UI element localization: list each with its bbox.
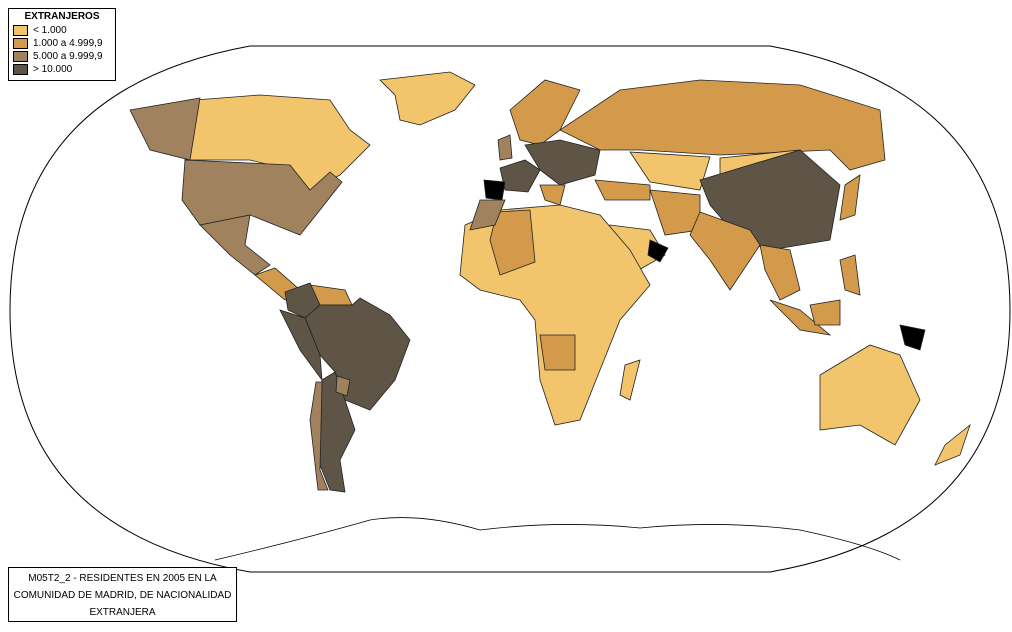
map-outline xyxy=(9,45,1011,573)
country-region xyxy=(483,179,506,201)
country-region xyxy=(524,139,601,186)
country-region xyxy=(539,334,576,371)
legend-item: > 10.000 xyxy=(9,63,115,76)
country-region xyxy=(769,299,832,336)
country-region xyxy=(499,159,541,193)
antarctica xyxy=(214,517,901,561)
country-region xyxy=(469,199,506,231)
country-region xyxy=(934,423,971,466)
legend-swatch xyxy=(13,38,28,49)
legend-item: 1.000 a 4.999,9 xyxy=(9,37,115,50)
country-region xyxy=(279,309,323,382)
country-region xyxy=(899,324,926,351)
country-region xyxy=(839,174,861,221)
country-region xyxy=(629,151,711,191)
country-region xyxy=(689,211,761,291)
legend-swatch xyxy=(13,25,28,36)
caption: M05T2_2 - RESIDENTES EN 2005 EN LA COMUN… xyxy=(8,567,237,622)
country-region xyxy=(304,297,411,411)
legend-label: > 10.000 xyxy=(33,64,73,75)
country-region xyxy=(309,381,329,491)
country-region xyxy=(129,97,201,161)
country-region xyxy=(759,244,801,301)
country-region xyxy=(509,79,581,146)
country-region xyxy=(497,134,513,161)
country-region xyxy=(809,299,841,326)
country-region xyxy=(619,359,641,401)
legend-label: < 1.000 xyxy=(33,25,67,36)
legend-swatch xyxy=(13,64,28,75)
country-region xyxy=(594,179,651,201)
legend-title: EXTRANJEROS xyxy=(24,11,100,22)
legend-item: < 1.000 xyxy=(9,24,115,37)
country-region xyxy=(199,214,271,276)
country-region xyxy=(539,184,566,206)
country-region xyxy=(489,209,536,276)
caption-line: EXTRANJERA xyxy=(89,607,156,618)
legend: EXTRANJEROS < 1.000 1.000 a 4.999,9 5.000 … xyxy=(8,8,116,81)
legend-label: 5.000 a 9.999,9 xyxy=(33,51,103,62)
legend-item: 5.000 a 9.999,9 xyxy=(9,50,115,63)
country-region xyxy=(559,79,886,171)
legend-label: 1.000 a 4.999,9 xyxy=(33,38,103,49)
country-region xyxy=(647,239,669,263)
caption-line: M05T2_2 - RESIDENTES EN 2005 EN LA xyxy=(28,573,217,584)
country-region xyxy=(839,254,861,296)
legend-swatch xyxy=(13,51,28,62)
country-region xyxy=(335,375,351,397)
country-region xyxy=(819,344,921,446)
country-region xyxy=(379,71,476,126)
country-region xyxy=(181,159,343,236)
caption-line: COMUNIDAD DE MADRID, DE NACIONALIDAD xyxy=(13,590,232,601)
